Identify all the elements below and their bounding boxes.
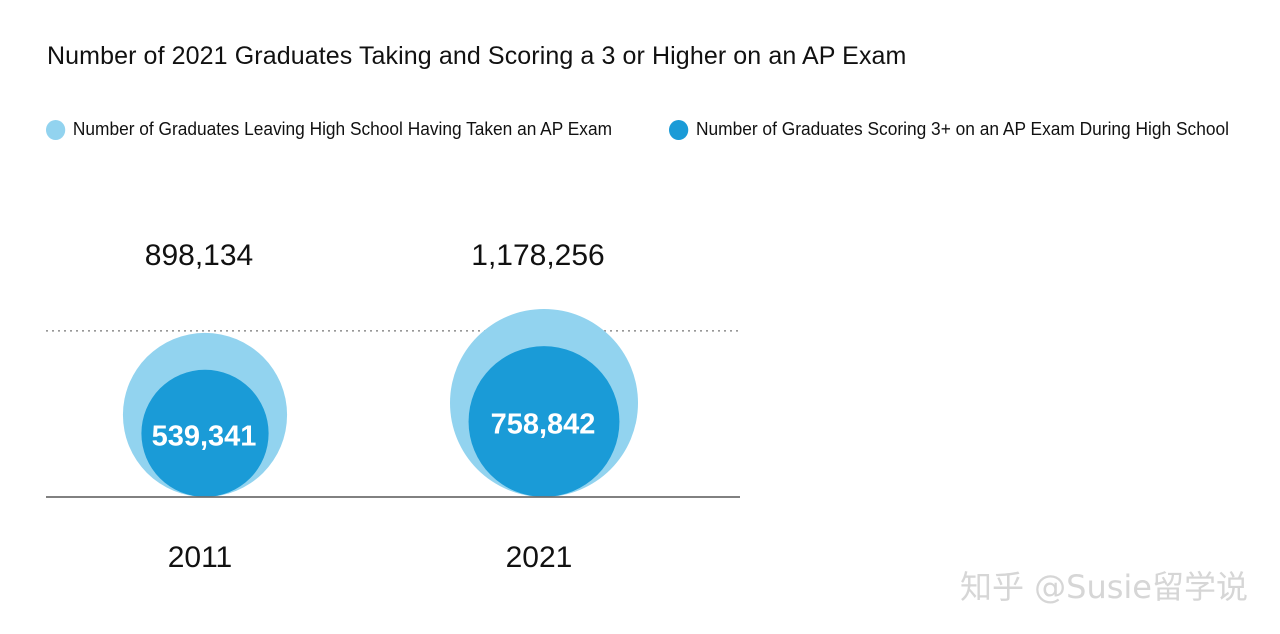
legend-item-taken: Number of Graduates Leaving High School … <box>46 119 612 140</box>
legend-label-scoring: Number of Graduates Scoring 3+ on an AP … <box>695 119 1229 139</box>
value-label-taken-2021: 1,178,256 <box>471 239 604 272</box>
value-label-scoring-2011: 539,341 <box>152 420 257 452</box>
chart-title: Number of 2021 Graduates Taking and Scor… <box>47 42 907 70</box>
category-label-2021: 2021 <box>506 541 573 574</box>
bubble-scoring-2011 <box>141 369 269 498</box>
watermark: 知乎 @Susie留学说 <box>959 568 1248 606</box>
legend-swatch-dark-blue <box>669 119 689 140</box>
bubble-scoring-2021 <box>468 346 620 497</box>
value-label-scoring-2021: 758,842 <box>491 409 596 441</box>
legend-swatch-light-blue <box>46 119 66 140</box>
value-label-taken-2011: 898,134 <box>145 239 253 272</box>
legend-label-taken: Number of Graduates Leaving High School … <box>72 119 612 139</box>
category-label-2011: 2011 <box>168 541 233 574</box>
legend-item-scoring: Number of Graduates Scoring 3+ on an AP … <box>669 119 1229 140</box>
